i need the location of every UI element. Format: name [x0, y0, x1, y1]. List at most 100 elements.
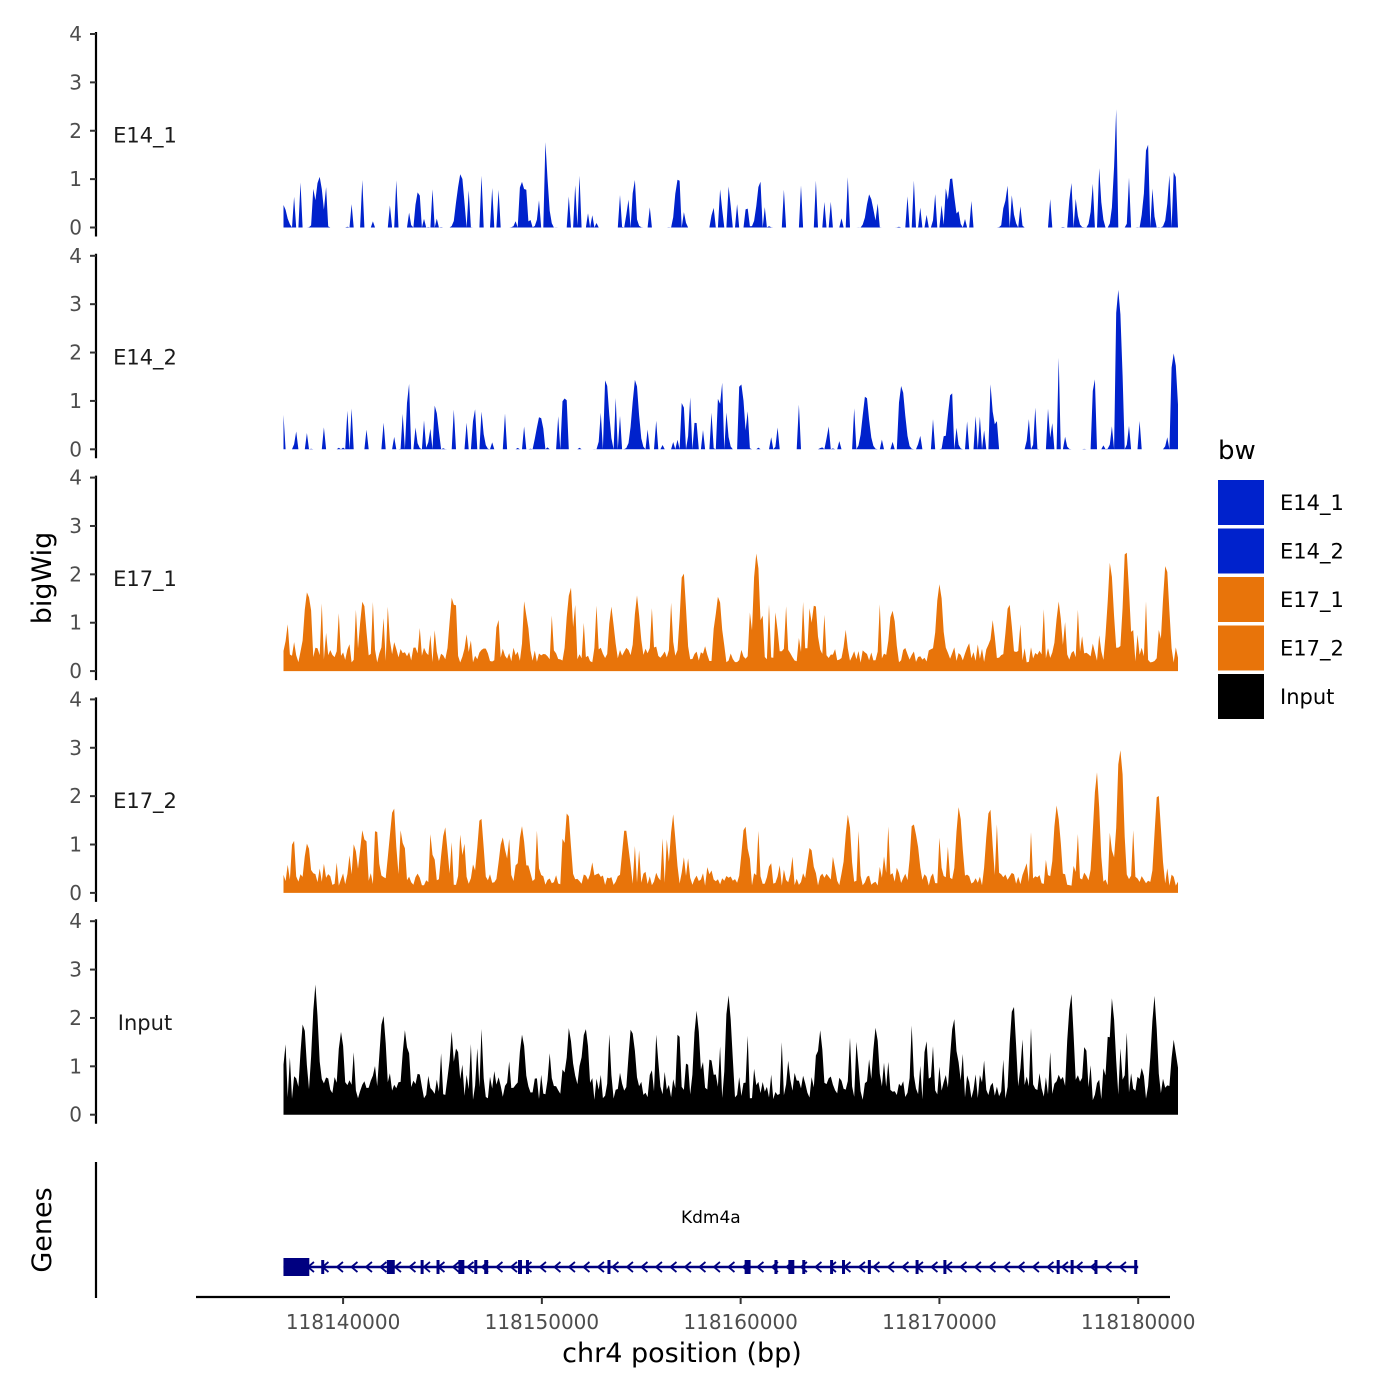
- gene-exon: [607, 1260, 611, 1274]
- y-tick-label: 3: [69, 736, 82, 760]
- gene-exon: [484, 1260, 489, 1274]
- x-axis: 118140000 118150000 118160000 118170000 1181…: [196, 1295, 1196, 1334]
- gene-exon: [788, 1260, 795, 1274]
- legend-key-E17_2: [1218, 625, 1264, 671]
- coverage-area-E14_2: [283, 289, 1178, 450]
- y-tick-label: 0: [69, 659, 82, 683]
- strand-arrow: [930, 1261, 939, 1273]
- strand-arrow: [872, 1261, 881, 1273]
- x-tick-label: 118150000: [485, 1310, 600, 1334]
- legend-key-E14_1: [1218, 480, 1264, 525]
- y-tick-label: 4: [69, 687, 82, 711]
- track-label-E14_2: E14_2: [113, 345, 177, 370]
- strand-arrow: [1060, 1261, 1069, 1273]
- coverage-area-E14_1: [283, 109, 1178, 228]
- y-tick-label: 3: [69, 958, 82, 982]
- track-label-E14_1: E14_1: [113, 124, 177, 149]
- gene-exon: [436, 1260, 440, 1274]
- strand-arrow: [901, 1261, 910, 1273]
- gene-exon: [420, 1260, 424, 1274]
- legend-label-E14_1: E14_1: [1280, 491, 1344, 516]
- y-tick-label: 0: [69, 437, 82, 461]
- strand-arrow: [1031, 1261, 1040, 1273]
- strand-arrow: [364, 1261, 373, 1273]
- coverage-area-E17_2: [283, 750, 1178, 893]
- strand-arrow: [553, 1261, 562, 1273]
- strand-arrow: [582, 1261, 591, 1273]
- strand-arrow: [654, 1261, 663, 1273]
- strand-arrow: [625, 1261, 634, 1273]
- y-tick-label: 2: [69, 784, 82, 808]
- strand-arrow: [959, 1261, 968, 1273]
- strand-arrow: [727, 1261, 736, 1273]
- strand-arrow: [1075, 1261, 1084, 1273]
- strand-arrow: [1118, 1261, 1127, 1273]
- gene-exon: [458, 1260, 465, 1274]
- strand-arrow: [640, 1261, 649, 1273]
- legend-key-E17_1: [1218, 577, 1264, 622]
- legend-label-E17_1: E17_1: [1280, 588, 1344, 613]
- strand-arrow: [350, 1261, 359, 1273]
- x-axis-title: chr4 position (bp): [562, 1338, 802, 1369]
- y-tick-label: 1: [69, 611, 82, 635]
- legend-key-Input: [1218, 674, 1264, 719]
- track-label-Input: Input: [118, 1011, 172, 1035]
- y-tick-label: 4: [69, 909, 82, 933]
- legend-key-E14_2: [1218, 528, 1264, 574]
- strand-arrow: [669, 1261, 678, 1273]
- genes-axis-title: Genes: [27, 1187, 58, 1272]
- strand-arrow: [683, 1261, 692, 1273]
- strand-arrow: [422, 1261, 431, 1273]
- y-tick-label: 0: [69, 1103, 82, 1127]
- strand-arrow: [828, 1261, 837, 1273]
- strand-arrow: [712, 1261, 721, 1273]
- gene-exon: [474, 1260, 478, 1274]
- strand-arrow: [596, 1261, 605, 1273]
- y-tick-label: 3: [69, 514, 82, 538]
- y-tick-label: 3: [69, 292, 82, 316]
- strand-arrow: [1017, 1261, 1026, 1273]
- strand-arrow: [567, 1261, 576, 1273]
- strand-arrow: [335, 1261, 344, 1273]
- y-tick-label: 1: [69, 389, 82, 413]
- gene-exon: [830, 1260, 834, 1274]
- y-tick-label: 1: [69, 167, 82, 191]
- gene-exon: [1134, 1260, 1138, 1274]
- strand-arrow: [408, 1261, 417, 1273]
- x-tick-label: 118180000: [1081, 1310, 1196, 1334]
- legend: bw E14_1 E14_2 E17_1 E17_2 Input: [1218, 436, 1344, 719]
- y-tick-label: 4: [69, 22, 82, 46]
- gene-exon: [283, 1258, 310, 1276]
- panel-Input: 0 1 2 3 4 Input: [69, 909, 1178, 1127]
- gene-exon: [1056, 1260, 1060, 1274]
- track-label-E17_2: E17_2: [113, 789, 177, 814]
- strand-arrow: [1002, 1261, 1011, 1273]
- x-tick-label: 118140000: [286, 1310, 401, 1334]
- gene-exon: [386, 1260, 395, 1274]
- panel-E14_1: 0 1 2 3 4 E14_1: [69, 22, 1178, 240]
- strand-arrow: [814, 1261, 823, 1273]
- strand-arrow: [988, 1261, 997, 1273]
- strand-arrow: [451, 1261, 460, 1273]
- strand-arrow: [756, 1261, 765, 1273]
- gene-exon: [525, 1260, 529, 1274]
- gene-exon: [518, 1260, 522, 1274]
- strand-arrow: [393, 1261, 402, 1273]
- legend-label-E17_2: E17_2: [1280, 637, 1344, 662]
- gene-exon: [1094, 1260, 1098, 1274]
- legend-title: bw: [1218, 436, 1256, 466]
- strand-arrow: [1046, 1261, 1055, 1273]
- strand-arrow: [466, 1261, 475, 1273]
- y-tick-label: 0: [69, 881, 82, 905]
- panel-E14_2: 0 1 2 3 4 E14_2: [69, 244, 1178, 461]
- strand-arrow: [611, 1261, 620, 1273]
- strand-arrow: [1104, 1261, 1113, 1273]
- gene-exon: [1070, 1260, 1074, 1274]
- strand-arrow: [379, 1261, 388, 1273]
- panel-E17_1: 0 1 2 3 4 E17_1: [69, 466, 1178, 683]
- coverage-area-Input: [283, 984, 1178, 1115]
- strand-arrow: [495, 1261, 504, 1273]
- strand-arrow: [698, 1261, 707, 1273]
- gene-track-panel: Kdm4a: [94, 1162, 1139, 1298]
- gene-exon: [842, 1260, 846, 1274]
